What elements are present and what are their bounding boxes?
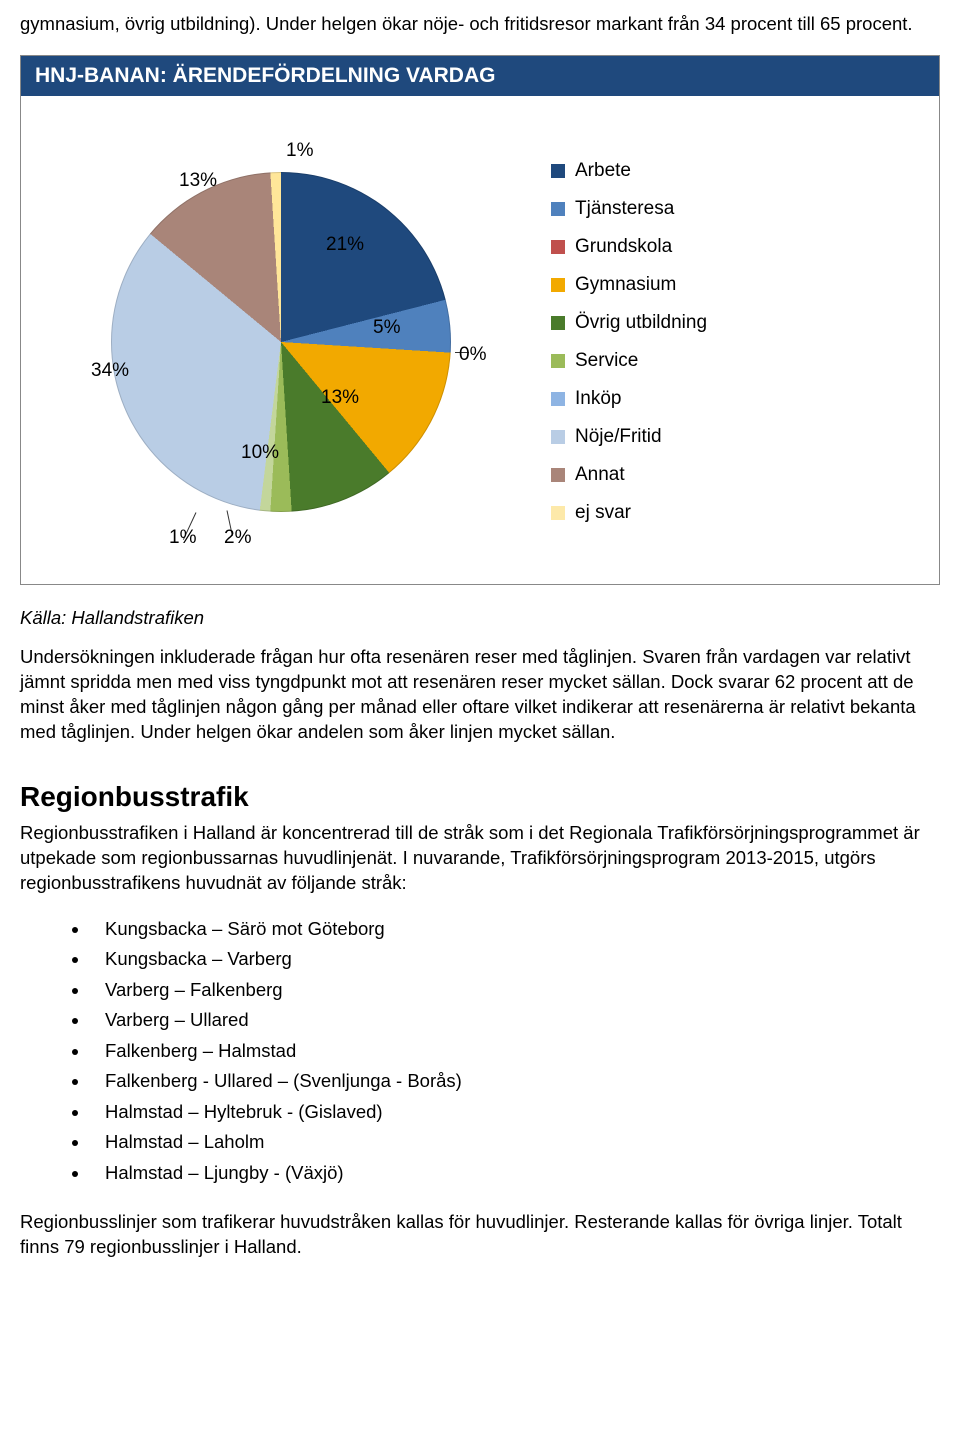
pie-slice-label: 5% (373, 317, 400, 339)
legend-label: Service (575, 350, 638, 372)
chart-title: HNJ-BANAN: ÄRENDEFÖRDELNING VARDAG (21, 56, 939, 96)
legend-swatch (551, 240, 565, 254)
legend-label: Nöje/Fritid (575, 426, 662, 448)
legend-swatch (551, 164, 565, 178)
legend-item: Grundskola (551, 236, 707, 258)
pie-slice-label: 10% (241, 442, 279, 464)
body-paragraph-4: Regionbusslinjer som trafikerar huvudstr… (20, 1210, 940, 1260)
body-paragraph-3: Regionbusstrafiken i Halland är koncentr… (20, 821, 940, 896)
route-list-item: Halmstad – Hyltebruk - (Gislaved) (90, 1097, 940, 1128)
intro-paragraph: gymnasium, övrig utbildning). Under helg… (20, 12, 940, 37)
legend-item: Arbete (551, 160, 707, 182)
pie-slice-label: 1% (169, 527, 196, 549)
route-list-item: Varberg – Ullared (90, 1005, 940, 1036)
legend-swatch (551, 278, 565, 292)
legend-item: Service (551, 350, 707, 372)
pie-chart-frame: HNJ-BANAN: ÄRENDEFÖRDELNING VARDAG 1% 13%… (20, 55, 940, 585)
legend-item: Tjänsteresa (551, 198, 707, 220)
legend-label: Övrig utbildning (575, 312, 707, 334)
route-list-item: Falkenberg - Ullared – (Svenljunga - Bor… (90, 1066, 940, 1097)
pie-slice-label: 13% (321, 387, 359, 409)
pie-slice-label: 13% (179, 170, 217, 192)
legend-item: Gymnasium (551, 274, 707, 296)
route-list-item: Halmstad – Ljungby - (Växjö) (90, 1158, 940, 1189)
section-heading-regionbusstrafik: Regionbusstrafik (20, 781, 940, 813)
pie-slice-label: 2% (224, 527, 251, 549)
chart-body: 1% 13% 21% 5% 0% 13% 34% 10% 1% 2% Arbete Tjänster… (21, 96, 939, 584)
legend-swatch (551, 202, 565, 216)
pie-circle (111, 172, 451, 512)
legend-label: Tjänsteresa (575, 198, 674, 220)
legend-label: Annat (575, 464, 625, 486)
document-page: gymnasium, övrig utbildning). Under helg… (0, 0, 960, 1308)
route-list-item: Kungsbacka – Varberg (90, 944, 940, 975)
legend-swatch (551, 468, 565, 482)
legend-item: Nöje/Fritid (551, 426, 707, 448)
legend-swatch (551, 316, 565, 330)
route-list-item: Halmstad – Laholm (90, 1127, 940, 1158)
legend-label: Gymnasium (575, 274, 676, 296)
pie-chart: 1% 13% 21% 5% 0% 13% 34% 10% 1% 2% (61, 122, 501, 562)
chart-legend: Arbete Tjänsteresa Grundskola Gymnasium Övri… (551, 160, 707, 524)
route-list-item: Kungsbacka – Särö mot Göteborg (90, 914, 940, 945)
legend-item: ej svar (551, 502, 707, 524)
legend-label: Arbete (575, 160, 631, 182)
legend-swatch (551, 506, 565, 520)
pie-slice-label: 1% (286, 140, 313, 162)
route-list-item: Falkenberg – Halmstad (90, 1036, 940, 1067)
legend-item: Annat (551, 464, 707, 486)
legend-swatch (551, 392, 565, 406)
legend-item: Övrig utbildning (551, 312, 707, 334)
pie-slice-label: 34% (91, 360, 129, 382)
body-paragraph-2: Undersökningen inkluderade frågan hur of… (20, 645, 940, 745)
pie-slice-label: 0% (459, 344, 486, 366)
legend-item: Inköp (551, 388, 707, 410)
legend-swatch (551, 354, 565, 368)
chart-source: Källa: Hallandstrafiken (20, 607, 940, 629)
pie-slice-label: 21% (326, 234, 364, 256)
legend-label: Inköp (575, 388, 621, 410)
route-list-item: Varberg – Falkenberg (90, 975, 940, 1006)
legend-swatch (551, 430, 565, 444)
legend-label: ej svar (575, 502, 631, 524)
route-bullet-list: Kungsbacka – Särö mot GöteborgKungsbacka… (20, 914, 940, 1189)
legend-label: Grundskola (575, 236, 672, 258)
